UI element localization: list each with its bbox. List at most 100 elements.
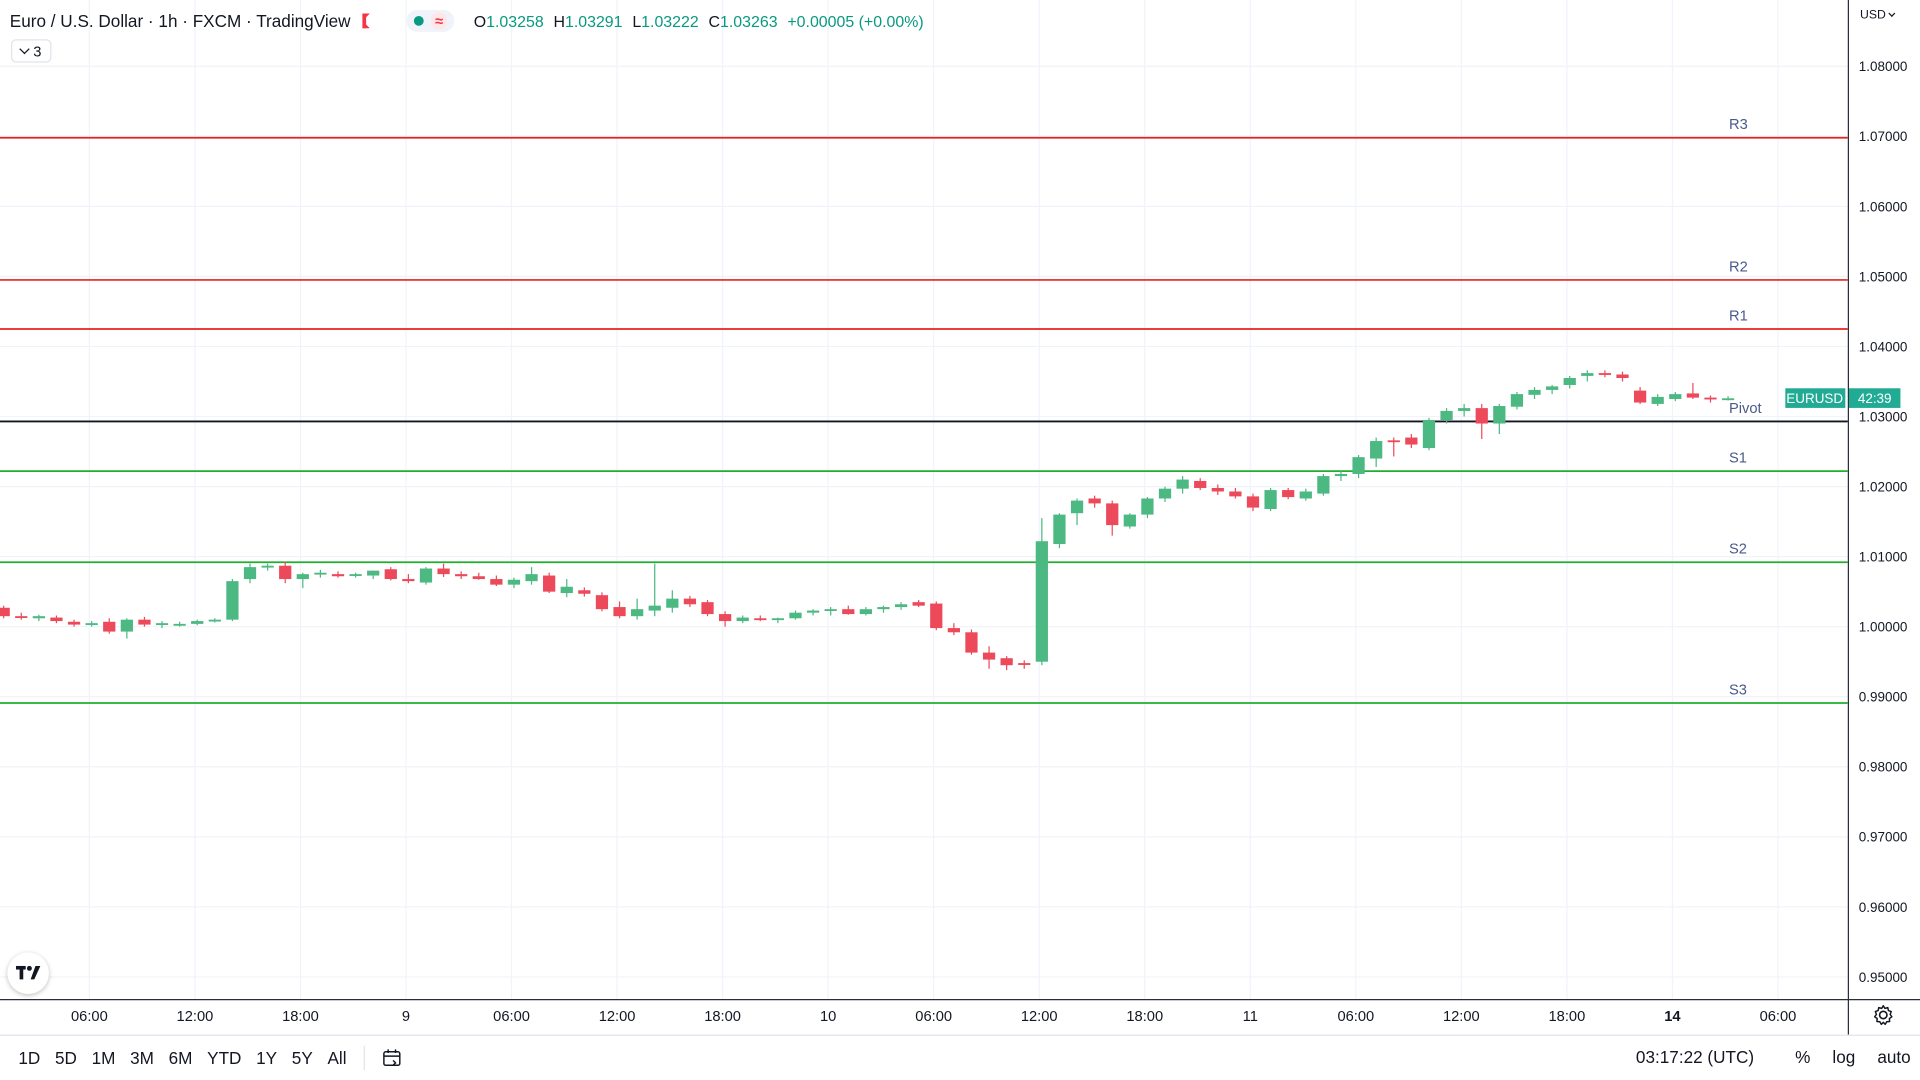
candle-body — [472, 576, 485, 580]
candle-body — [507, 579, 521, 585]
high-value: 1.03291 — [564, 11, 623, 31]
range-button-5d[interactable]: 5D — [54, 1048, 77, 1068]
price-tick-label: 0.96000 — [1859, 900, 1908, 915]
candle-body — [1352, 457, 1365, 474]
candle-body — [736, 617, 749, 622]
symbol-price-tag[interactable] — [1785, 388, 1846, 408]
date-range-buttons: 1D 5D 1M 3M 6M YTD 1Y 5Y All — [11, 1048, 354, 1068]
candle-body — [560, 586, 573, 594]
candle-body — [261, 565, 274, 568]
price-tick-label: 0.97000 — [1859, 830, 1908, 845]
candle-body — [243, 567, 257, 580]
auto-scale-button[interactable]: auto — [1877, 1046, 1911, 1067]
percent-scale-button[interactable]: % — [1795, 1046, 1811, 1067]
market-open-icon — [414, 15, 425, 26]
candle-body — [173, 623, 186, 626]
range-button-ytd[interactable]: YTD — [207, 1048, 242, 1068]
market-status-pill[interactable]: ≈ — [406, 9, 455, 32]
open-label: O — [473, 11, 487, 31]
time-tick-label: 06:00 — [915, 1009, 952, 1025]
candle-body — [349, 574, 362, 576]
low-label: L — [632, 11, 642, 31]
candle-body — [648, 605, 661, 611]
candle-body — [103, 621, 116, 632]
time-tick-label: 06:00 — [1337, 1009, 1374, 1025]
candle-body — [1141, 498, 1154, 515]
candle-body — [1704, 397, 1717, 400]
candle-body — [208, 619, 221, 622]
candle-body — [631, 609, 644, 617]
scale-buttons: % log auto — [1795, 1047, 1911, 1067]
time-tick-label: 10 — [820, 1009, 836, 1025]
go-to-date-calendar-icon[interactable] — [382, 1048, 402, 1068]
range-button-all[interactable]: All — [327, 1048, 347, 1068]
candle-body — [595, 595, 609, 610]
pivot-level-label: S2 — [1729, 542, 1747, 558]
pivot-level-label: R3 — [1729, 117, 1748, 133]
time-tick-label: 18:00 — [1549, 1009, 1586, 1025]
candle-body — [296, 574, 309, 580]
pivot-level-label: R1 — [1729, 308, 1748, 324]
candle-body — [1123, 514, 1136, 527]
candle-body — [701, 602, 714, 615]
price-tick-label: 0.95000 — [1859, 970, 1908, 985]
candle-body — [455, 574, 468, 577]
countdown-tag — [1848, 388, 1901, 408]
candle-body — [331, 574, 345, 577]
candle-body — [525, 574, 538, 582]
symbol-legend: Euro / U.S. Dollar · 1h · FXCM · Trading… — [10, 7, 924, 34]
candle-body — [1088, 498, 1101, 504]
price-tick-label: 1.06000 — [1859, 199, 1908, 214]
range-button-1m[interactable]: 1M — [91, 1048, 116, 1068]
candle-body — [1106, 503, 1119, 526]
candle-body — [842, 609, 855, 615]
candle-body — [1440, 410, 1453, 421]
candle-body — [490, 579, 503, 585]
time-tick-label: 11 — [1243, 1009, 1258, 1025]
candle-body — [683, 598, 697, 605]
indicator-count: 3 — [33, 42, 42, 60]
candle-body — [0, 607, 10, 617]
pivot-level-label: S3 — [1729, 682, 1747, 698]
candle-body — [718, 614, 732, 622]
price-tick-label: 1.04000 — [1859, 339, 1908, 354]
range-button-1y[interactable]: 1Y — [256, 1048, 278, 1068]
time-tick-label: 12:00 — [177, 1009, 214, 1025]
currency-selector[interactable]: USD — [1860, 9, 1896, 22]
price-tick-label: 1.07000 — [1859, 129, 1908, 144]
range-button-3m[interactable]: 3M — [130, 1048, 154, 1068]
candle-body — [1158, 488, 1172, 499]
candle-body — [666, 598, 679, 608]
range-button-1d[interactable]: 1D — [18, 1048, 41, 1068]
time-tick-label: 9 — [402, 1009, 410, 1025]
candle-body — [930, 603, 943, 629]
flag-icon[interactable] — [362, 13, 380, 29]
price-tick-label: 1.03000 — [1859, 409, 1908, 424]
utc-clock[interactable]: 03:17:22 (UTC) — [1635, 1046, 1755, 1067]
candle-body — [894, 604, 908, 608]
time-tick-label: 12:00 — [599, 1009, 636, 1025]
indicators-collapse-button[interactable]: 3 — [11, 39, 52, 63]
candle-body — [155, 623, 169, 626]
candle-body — [402, 579, 415, 582]
tradingview-logo-icon[interactable] — [7, 952, 49, 995]
candle-body — [67, 621, 81, 625]
settings-gear-icon[interactable] — [1872, 1004, 1894, 1026]
log-scale-button[interactable]: log — [1832, 1046, 1856, 1067]
candle-body — [1721, 398, 1735, 401]
candle-body — [1546, 386, 1559, 390]
price-tick-label: 1.00000 — [1859, 620, 1908, 635]
candle-body — [613, 607, 626, 617]
candle-body — [1616, 374, 1629, 378]
candle-body — [85, 623, 98, 626]
chart-title[interactable]: Euro / U.S. Dollar · 1h · FXCM · Trading… — [9, 11, 351, 31]
price-tick-label: 0.98000 — [1859, 760, 1908, 775]
time-tick-label: 12:00 — [1021, 1009, 1058, 1025]
range-button-5y[interactable]: 5Y — [291, 1048, 313, 1068]
range-button-6m[interactable]: 6M — [168, 1048, 193, 1068]
chevron-down-icon — [1888, 10, 1896, 17]
close-label: C — [708, 11, 721, 31]
candle-body — [1176, 479, 1189, 489]
candle-body — [120, 619, 133, 632]
